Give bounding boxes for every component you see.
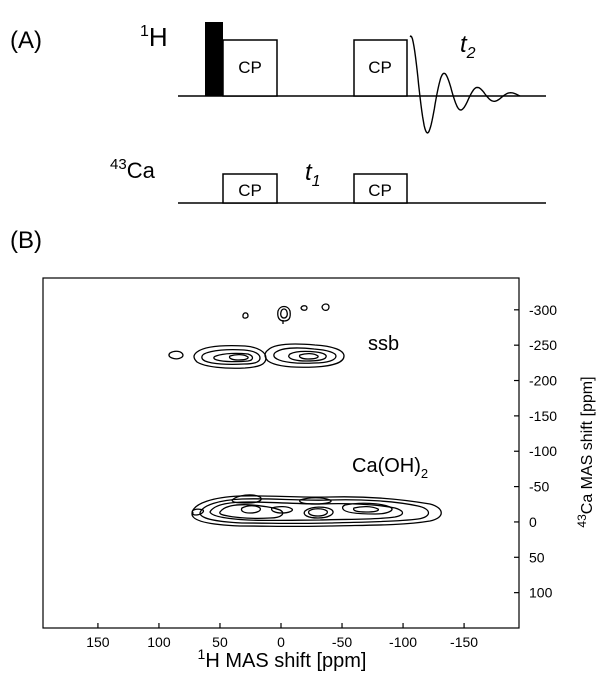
t1-label: t1 (305, 159, 321, 190)
channel-h-label: 1H (140, 22, 168, 52)
t2-sub: 2 (466, 45, 476, 62)
t2-base: t (460, 31, 468, 58)
plot-frame (42, 277, 520, 629)
panel-a-label: (A) (10, 27, 42, 54)
channel-ca-sup: 43 (110, 156, 127, 173)
y-tick-label: -300 (529, 302, 557, 318)
contour-main-ridge (191, 494, 442, 528)
y-axis-label: 43Ca MAS shift [ppm] (575, 376, 596, 527)
x-axis-label-base: H MAS shift [ppm] (205, 650, 366, 672)
x-tick-label: 150 (86, 634, 110, 650)
channel-h-base: H (149, 22, 168, 52)
h-cp-label-1: CP (238, 58, 262, 77)
x-tick-label: 50 (212, 634, 228, 650)
y-tick-label: -150 (529, 408, 557, 424)
channel-ca-label: 43Ca (110, 156, 156, 183)
x-tick-label: 0 (277, 634, 285, 650)
annotation-caoh2-sub: 2 (421, 466, 428, 481)
fid-signal (409, 35, 521, 134)
h-90-pulse (205, 22, 223, 96)
t1-sub: 1 (312, 173, 321, 190)
h-cp-block-1 (222, 39, 278, 97)
annotation-ssb: ssb (368, 333, 399, 355)
y-tick-label: -100 (529, 443, 557, 459)
contour-ssb-left (168, 345, 267, 369)
y-tick-label: -250 (529, 337, 557, 353)
x-tick-label: -150 (450, 634, 478, 650)
ca-cp-block-1 (222, 173, 278, 204)
t1-base: t (305, 159, 313, 186)
x-tick-label: -100 (389, 634, 417, 650)
panel-b: (B) 150 100 50 0 -50 -100 -150 -300-250-200-15… (10, 227, 596, 672)
t2-label: t2 (460, 31, 476, 62)
x-tick-label: 100 (147, 634, 171, 650)
annotation-caoh2-base: Ca(OH) (352, 455, 421, 477)
x-axis-ticks: 150 100 50 0 -50 -100 -150 (86, 623, 478, 650)
y-axis-label-sup: 43 (575, 514, 589, 528)
ca-cp-label-2: CP (368, 181, 392, 200)
y-tick-label: 100 (529, 585, 553, 601)
contour-ssb-right (264, 343, 345, 368)
y-tick-label: 0 (529, 514, 537, 530)
y-axis-label-base: Ca MAS shift [ppm] (579, 376, 596, 514)
h-cp-label-2: CP (368, 58, 392, 77)
h-cp-block-2 (353, 39, 408, 97)
y-tick-label: -200 (529, 373, 557, 389)
annotation-caoh2: Ca(OH)2 (352, 455, 428, 481)
y-tick-label: 50 (529, 549, 545, 565)
y-axis-ticks: -300 -250 -200 -150 -100 -50 0 50 100 (514, 302, 557, 601)
x-axis-label-sup: 1 (198, 646, 206, 662)
panel-b-label: (B) (10, 227, 42, 254)
contour-plot (168, 303, 442, 528)
channel-ca-base: Ca (127, 158, 156, 183)
x-tick-label: -50 (332, 634, 352, 650)
panel-a: (A) 1H CP CP t2 43Ca CP CP t1 (10, 22, 546, 204)
y-tick-label: -50 (529, 479, 549, 495)
x-axis-label: 1H MAS shift [ppm] (198, 646, 367, 672)
contour-ssb-upper (242, 303, 330, 324)
channel-h-sup: 1 (140, 23, 149, 40)
ca-cp-block-2 (353, 173, 408, 204)
ca-cp-label-1: CP (238, 181, 262, 200)
